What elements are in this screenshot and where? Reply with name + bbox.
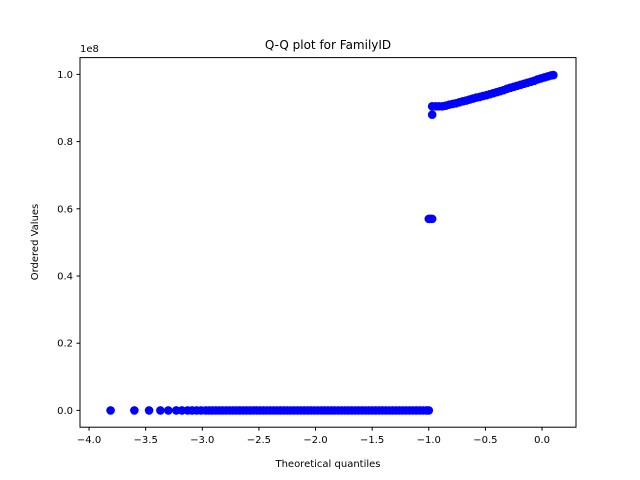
data-point [130, 406, 139, 415]
data-point [424, 406, 434, 415]
y-axis-label: Ordered Values [30, 204, 41, 281]
data-point [156, 406, 165, 415]
y-tick-label: 1.0 [57, 70, 73, 81]
x-tick-label: −3.0 [190, 435, 214, 446]
x-tick-label: −1.5 [360, 435, 384, 446]
y-tick-label: 0.8 [57, 137, 73, 148]
chart-title: Q-Q plot for FamilyID [265, 38, 391, 52]
y-tick-label: 0.4 [57, 272, 73, 283]
y-tick-label: 0.2 [57, 339, 73, 350]
x-tick-label: −0.5 [473, 435, 497, 446]
data-points [106, 70, 558, 415]
y-tick-label: 0.6 [57, 204, 73, 215]
data-point [144, 406, 154, 415]
y-axis: 0.0 0.2 0.4 0.6 0.8 1.0 [57, 70, 80, 417]
x-tick-label: −1.0 [417, 435, 441, 446]
x-tick-label: −3.5 [134, 435, 158, 446]
x-tick-label: 0.0 [534, 435, 550, 446]
data-point [427, 214, 437, 224]
x-tick-label: −2.5 [247, 435, 271, 446]
x-axis: −4.0 −3.5 −3.0 −2.5 −2.0 −1.5 −1.0 −0.5 0.0 [77, 427, 550, 446]
y-offset-label: 1e8 [80, 44, 99, 55]
data-point [164, 406, 173, 415]
data-point [427, 110, 437, 120]
plot-frame [79, 57, 577, 428]
x-axis-label: Theoretical quantiles [274, 459, 380, 470]
y-tick-label: 0.0 [57, 406, 73, 417]
x-tick-label: −4.0 [77, 435, 101, 446]
data-point [106, 406, 115, 415]
x-tick-label: −2.0 [303, 435, 327, 446]
data-point [549, 70, 558, 80]
